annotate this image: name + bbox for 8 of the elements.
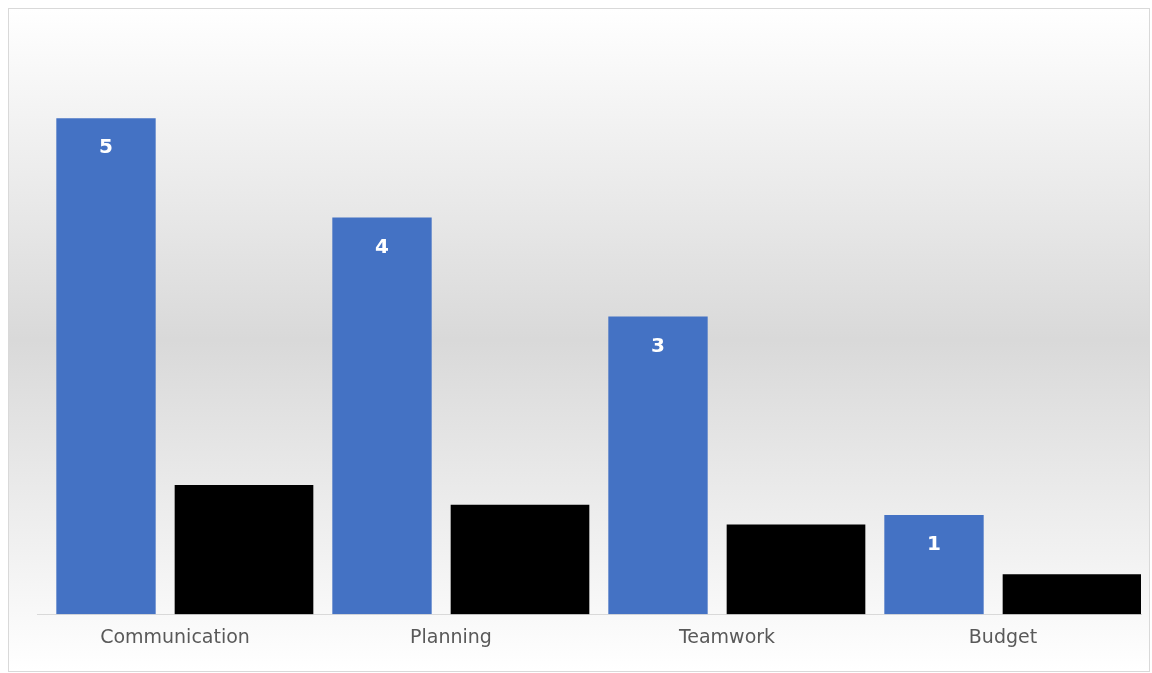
x-tick-label: Teamwork [677,624,776,647]
data-label: 4 [375,233,389,258]
x-tick-label: Budget [968,624,1038,647]
data-label: 1 [927,531,941,556]
x-tick-label: Planning [410,624,492,647]
data-label: 3 [651,332,665,357]
x-tick-label: Communication [100,624,250,647]
data-label: 5 [99,134,113,159]
